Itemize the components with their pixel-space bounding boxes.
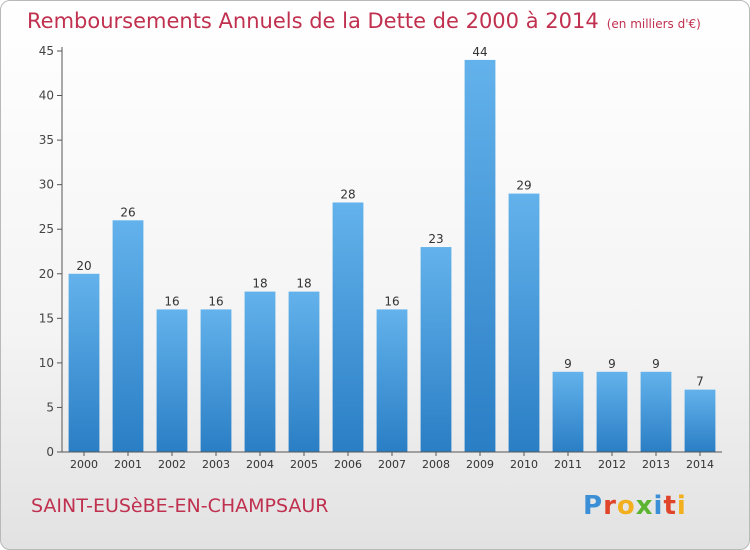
bar — [68, 273, 100, 452]
bar — [288, 291, 320, 452]
bar-value-label: 44 — [472, 45, 487, 59]
y-tick-label: 45 — [39, 44, 54, 58]
bar-value-label: 7 — [696, 375, 704, 389]
chart-title-main: Remboursements Annuels de la Dette de 20… — [27, 9, 599, 33]
x-tick-label: 2006 — [334, 458, 362, 471]
bar — [244, 291, 276, 452]
bar-value-label: 16 — [384, 294, 399, 308]
bar — [200, 309, 232, 452]
bar — [596, 371, 628, 452]
bar — [156, 309, 188, 452]
bar — [332, 202, 364, 452]
y-tick-label: 30 — [39, 178, 54, 192]
y-tick-label: 0 — [46, 445, 54, 459]
x-tick-label: 2002 — [158, 458, 186, 471]
bar-value-label: 29 — [516, 179, 531, 193]
y-tick-label: 5 — [46, 400, 54, 414]
y-tick-label: 10 — [39, 356, 54, 370]
bar-value-label: 28 — [340, 187, 355, 201]
x-tick-label: 2010 — [510, 458, 538, 471]
chart-title-unit: (en milliers d'€) — [606, 17, 701, 31]
bar-value-label: 26 — [120, 205, 135, 219]
x-tick-label: 2014 — [686, 458, 714, 471]
bar — [420, 247, 452, 452]
bar-value-label: 18 — [296, 277, 311, 291]
bar — [508, 193, 540, 453]
bar-value-label: 9 — [564, 357, 572, 371]
commune-name: SAINT-EUSèBE-EN-CHAMPSAUR — [31, 495, 329, 517]
x-tick-label: 2012 — [598, 458, 626, 471]
y-tick-label: 35 — [39, 133, 54, 147]
bar — [552, 371, 584, 452]
x-tick-label: 2003 — [202, 458, 230, 471]
bar-value-label: 18 — [252, 277, 267, 291]
bar — [376, 309, 408, 452]
y-tick-label: 25 — [39, 222, 54, 236]
x-tick-label: 2001 — [114, 458, 142, 471]
y-tick-label: 15 — [39, 311, 54, 325]
bar-value-label: 20 — [76, 259, 91, 273]
bar-value-label: 23 — [428, 232, 443, 246]
x-tick-label: 2013 — [642, 458, 670, 471]
x-tick-label: 2009 — [466, 458, 494, 471]
y-tick-label: 20 — [39, 267, 54, 281]
proxiti-logo: Proxiti — [583, 491, 687, 521]
x-tick-label: 2000 — [70, 458, 98, 471]
bar — [112, 220, 144, 452]
bar-value-label: 9 — [608, 357, 616, 371]
bar — [640, 371, 672, 452]
bar-value-label: 9 — [652, 357, 660, 371]
x-tick-label: 2008 — [422, 458, 450, 471]
y-tick-label: 40 — [39, 89, 54, 103]
bar-value-label: 16 — [164, 294, 179, 308]
bar-value-label: 16 — [208, 294, 223, 308]
bar — [684, 389, 716, 452]
bar — [464, 59, 496, 453]
chart-title: Remboursements Annuels de la Dette de 20… — [27, 9, 701, 33]
x-tick-label: 2005 — [290, 458, 318, 471]
x-tick-label: 2011 — [554, 458, 582, 471]
x-tick-label: 2007 — [378, 458, 406, 471]
x-tick-label: 2004 — [246, 458, 274, 471]
